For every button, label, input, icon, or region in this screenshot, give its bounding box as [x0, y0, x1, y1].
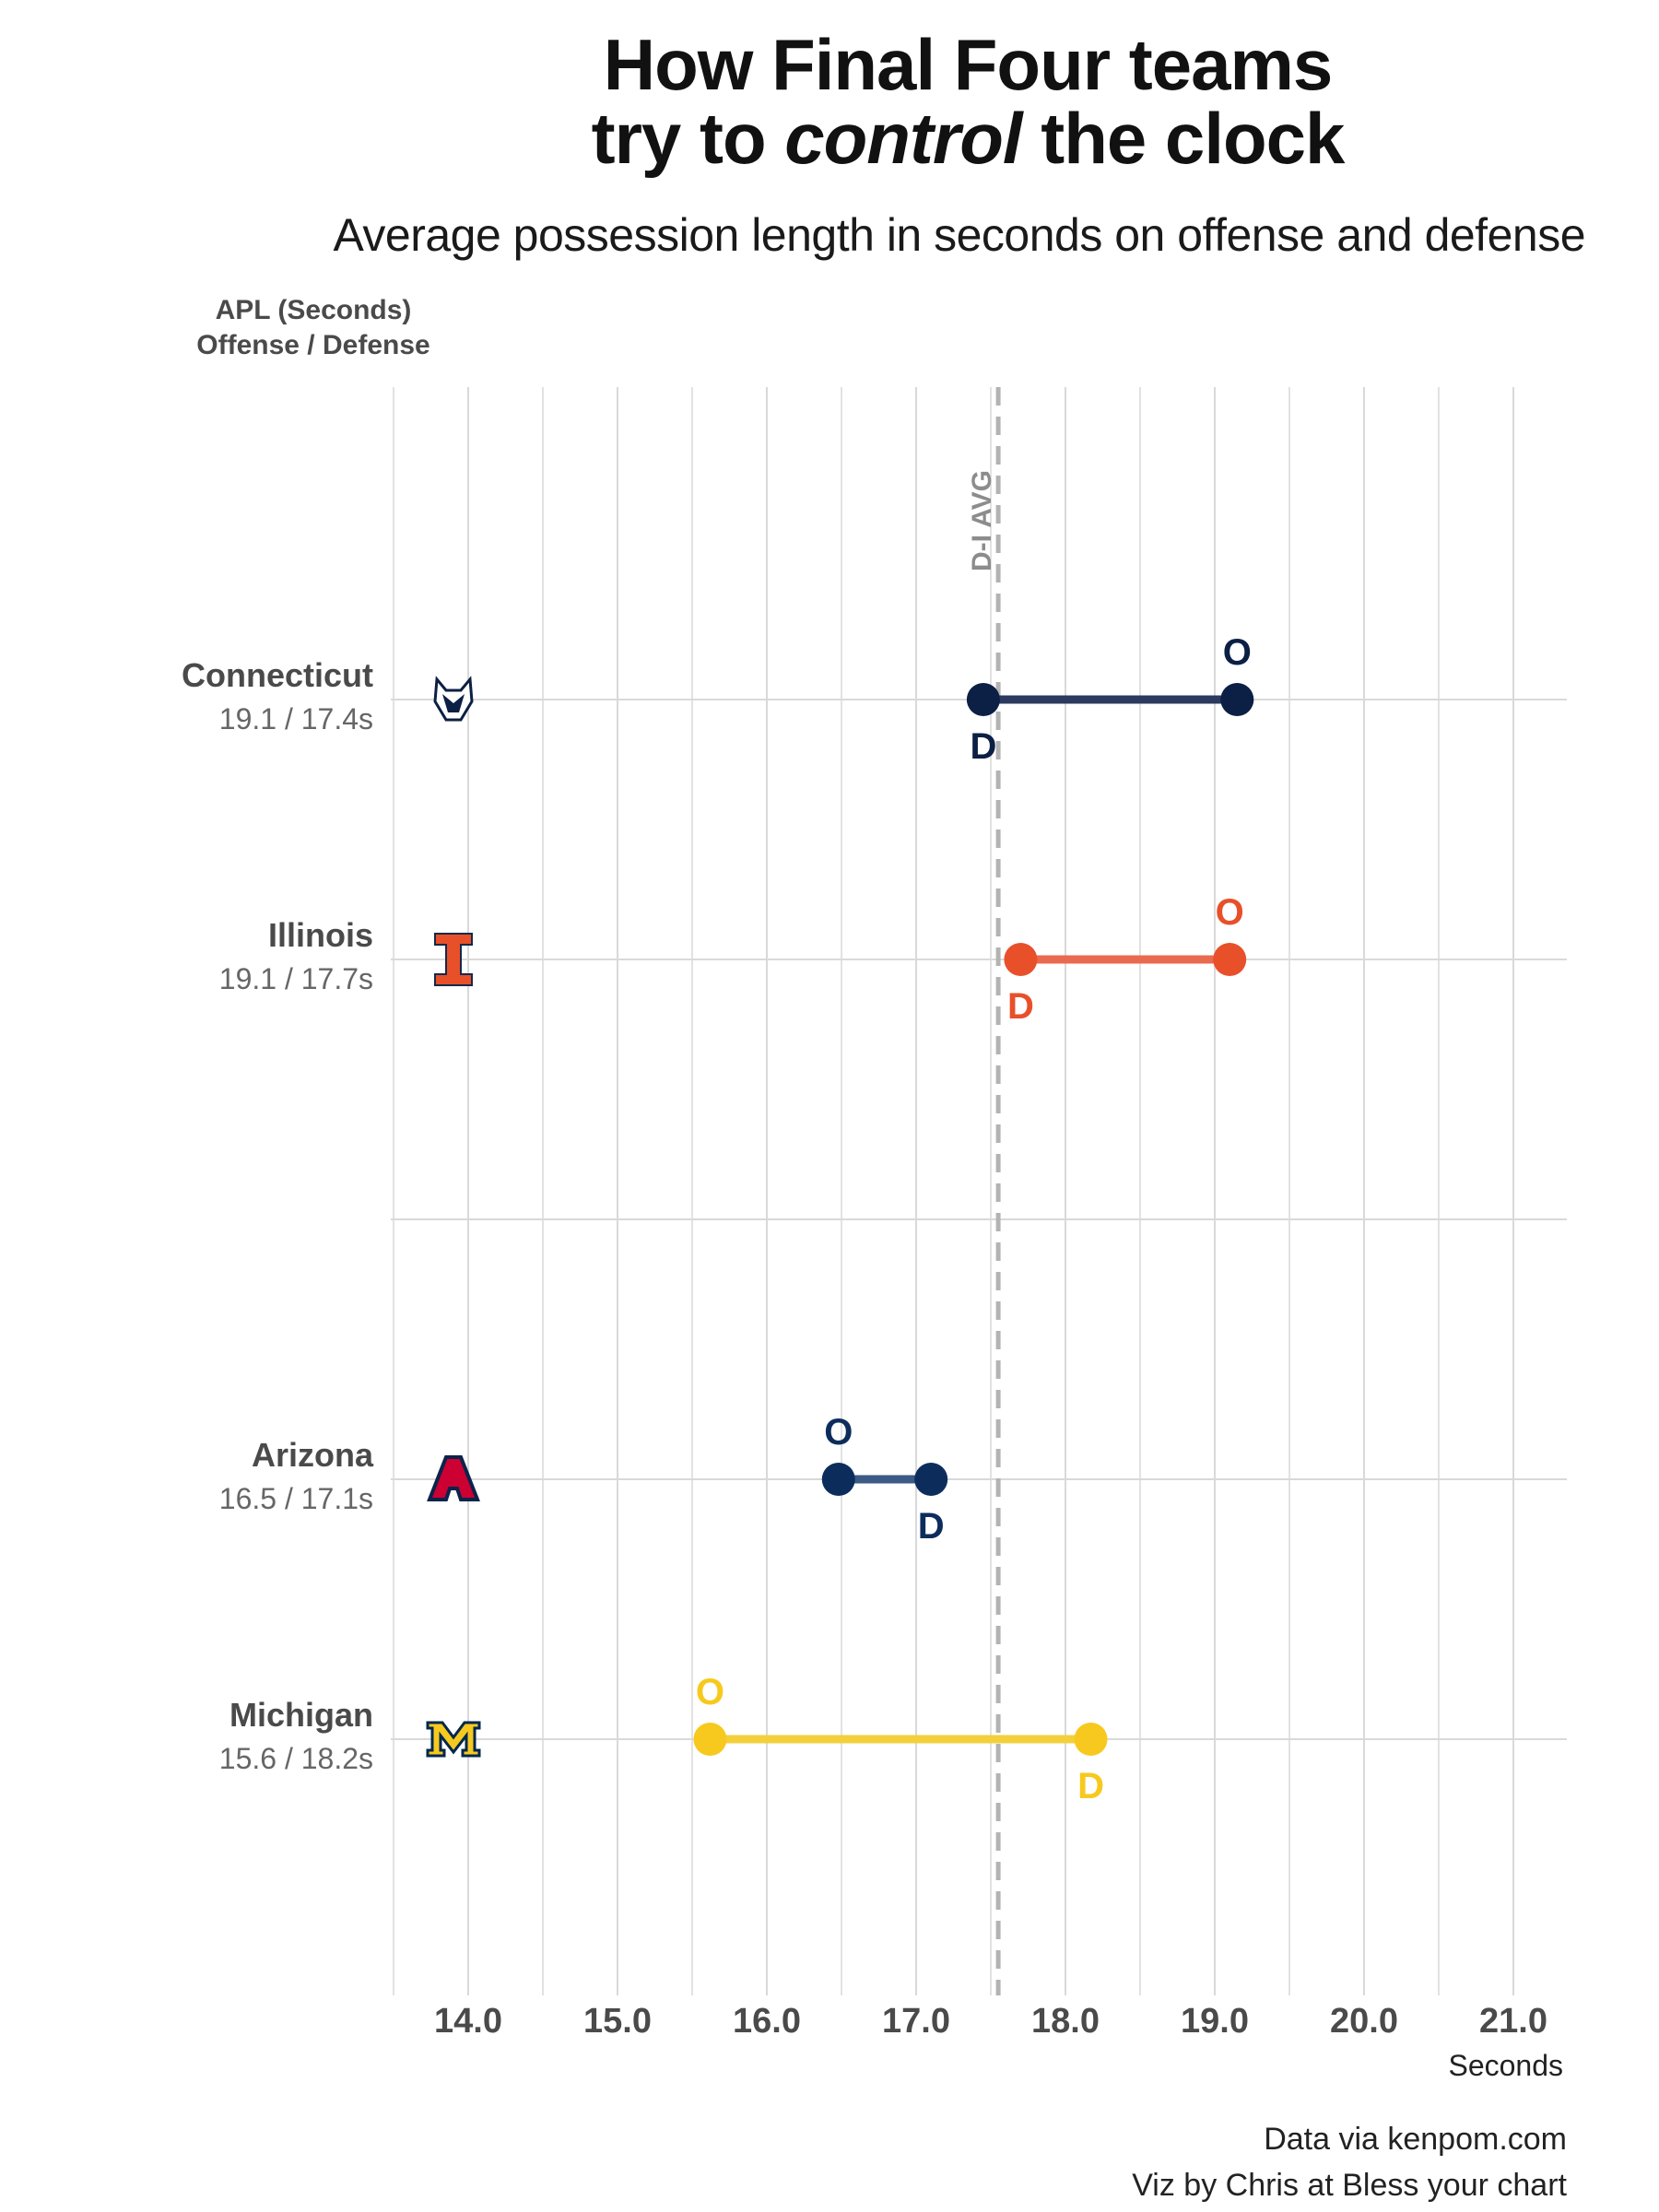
team-row-arizona: Arizona 16.5 / 17.1s O D	[219, 1412, 948, 1547]
team-values-connecticut: 19.1 / 17.4s	[219, 702, 373, 735]
defense-label-michigan: D	[1077, 1766, 1104, 1806]
x-tick-label: 14.0	[434, 2002, 502, 2041]
offense-label-arizona: O	[824, 1412, 853, 1453]
team-row-connecticut: Connecticut 19.1 / 17.4s O D	[182, 632, 1254, 767]
offense-label-illinois: O	[1216, 892, 1244, 933]
offense-point-connecticut	[1220, 683, 1254, 716]
defense-point-illinois	[1004, 943, 1038, 976]
block-i-icon	[434, 933, 473, 986]
husky-face-mark	[442, 694, 465, 712]
defense-point-connecticut	[966, 683, 1000, 716]
offense-label-michigan: O	[696, 1672, 724, 1712]
team-name-connecticut: Connecticut	[182, 656, 373, 694]
x-axis: 14.0 15.0 16.0 17.0 18.0 19.0 20.0 21.0 Seconds	[434, 2002, 1563, 2082]
arizona-a-icon	[427, 1455, 480, 1501]
team-name-michigan: Michigan	[229, 1696, 373, 1734]
team-row-michigan: Michigan 15.6 / 18.2s O D	[219, 1672, 1108, 1806]
team-values-arizona: 16.5 / 17.1s	[219, 1482, 373, 1515]
team-name-illinois: Illinois	[268, 916, 373, 954]
offense-label-connecticut: O	[1223, 632, 1252, 673]
d1-average-label: D-I AVG	[967, 470, 997, 571]
defense-label-illinois: D	[1007, 986, 1034, 1027]
title-line-1: How Final Four teams	[603, 24, 1333, 105]
title-emphasis: control	[784, 98, 1022, 179]
offense-point-illinois	[1213, 943, 1247, 976]
chart-subtitle: Average possession length in seconds on …	[333, 209, 1585, 261]
chart-footer: Data via kenpom.com Viz by Chris at Bles…	[1132, 2116, 1567, 2208]
team-rows: Connecticut 19.1 / 17.4s O D Illinois 19.1 / …	[182, 632, 1254, 1806]
x-tick-label: 20.0	[1330, 2002, 1398, 2041]
y-axis-header: APL (Seconds) Offense / Defense	[166, 293, 461, 363]
y-header-line-1: APL (Seconds)	[215, 295, 412, 325]
footer-credit: Viz by Chris at Bless your chart	[1132, 2168, 1567, 2203]
x-tick-label: 21.0	[1479, 2002, 1547, 2041]
team-values-michigan: 15.6 / 18.2s	[219, 1742, 373, 1775]
offense-point-michigan	[693, 1723, 727, 1756]
defense-point-arizona	[914, 1463, 948, 1496]
defense-label-connecticut: D	[970, 726, 996, 767]
title-line-2-pre: try to	[591, 98, 785, 179]
x-tick-label: 18.0	[1031, 2002, 1100, 2041]
reference-line-group: D-I AVG	[967, 387, 1001, 1995]
grid-lines	[391, 387, 1567, 1995]
title-line-2: try to control the clock	[387, 101, 1548, 175]
offense-point-arizona	[821, 1463, 855, 1496]
chart-title: How Final Four teams try to control the …	[387, 28, 1548, 175]
block-m-icon	[426, 1721, 481, 1758]
x-axis-title: Seconds	[1448, 2049, 1563, 2082]
team-row-illinois: Illinois 19.1 / 17.7s O D	[219, 892, 1247, 1027]
x-tick-label: 19.0	[1181, 2002, 1249, 2041]
y-header-line-2: Offense / Defense	[196, 330, 430, 360]
defense-point-michigan	[1074, 1723, 1108, 1756]
defense-label-arizona: D	[918, 1506, 945, 1547]
team-values-illinois: 19.1 / 17.7s	[219, 962, 373, 995]
x-tick-label: 17.0	[882, 2002, 950, 2041]
team-name-arizona: Arizona	[252, 1436, 374, 1474]
husky-head-icon	[433, 676, 474, 722]
x-tick-label: 16.0	[733, 2002, 801, 2041]
footer-source: Data via kenpom.com	[1264, 2122, 1567, 2157]
title-line-2-post: the clock	[1021, 98, 1345, 179]
x-tick-label: 15.0	[583, 2002, 652, 2041]
